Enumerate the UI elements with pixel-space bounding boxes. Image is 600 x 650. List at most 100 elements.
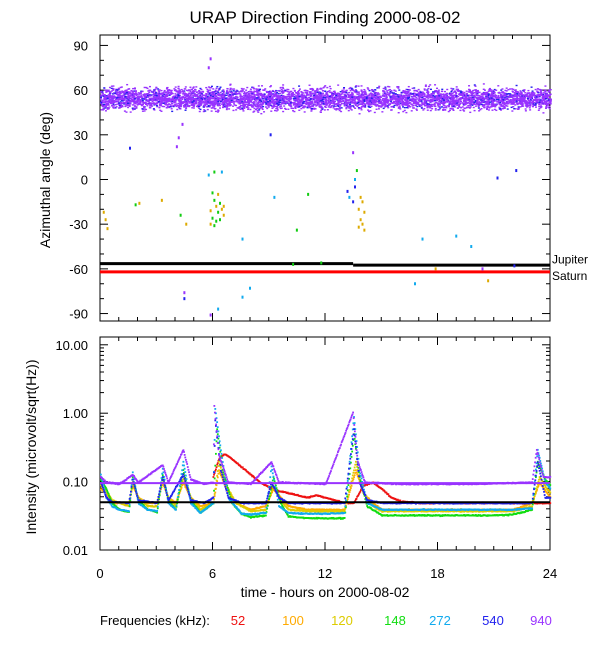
data-point — [141, 110, 144, 112]
data-point — [161, 94, 164, 96]
data-point — [276, 109, 279, 111]
data-point — [239, 90, 242, 93]
data-point — [165, 102, 168, 104]
y-tick-label: -60 — [69, 262, 88, 277]
data-point — [538, 98, 541, 100]
data-point — [259, 88, 262, 91]
data-point — [300, 93, 303, 96]
data-point — [252, 102, 255, 104]
data-point — [116, 103, 119, 105]
data-point — [320, 98, 323, 100]
data-point — [118, 107, 121, 109]
data-point — [431, 105, 434, 108]
data-point — [195, 99, 198, 102]
data-point — [346, 103, 349, 106]
data-point — [235, 93, 238, 96]
data-point — [313, 93, 316, 95]
data-point — [289, 98, 292, 101]
data-point — [126, 102, 129, 104]
data-point — [222, 94, 225, 97]
data-point — [200, 91, 203, 93]
data-point — [495, 89, 498, 91]
data-point — [215, 87, 218, 90]
data-point — [250, 105, 253, 108]
data-point — [212, 100, 215, 103]
data-point — [142, 93, 145, 96]
data-point — [257, 111, 260, 113]
data-point — [179, 108, 182, 110]
data-point — [471, 91, 474, 93]
data-point — [521, 94, 524, 96]
data-point — [505, 102, 508, 104]
data-point — [238, 99, 241, 102]
data-point — [428, 100, 431, 102]
data-point — [432, 94, 435, 97]
data-point — [311, 101, 314, 104]
data-point — [475, 96, 478, 99]
data-point — [112, 92, 115, 94]
data-point — [542, 99, 545, 102]
data-point — [128, 95, 131, 97]
data-point — [549, 103, 552, 105]
data-point — [506, 108, 509, 110]
data-point — [501, 88, 504, 90]
data-point — [447, 105, 450, 108]
data-point — [539, 106, 542, 109]
data-point — [241, 108, 244, 110]
data-point — [452, 91, 455, 93]
data-point — [150, 102, 153, 104]
data-point — [225, 108, 228, 111]
data-point — [354, 91, 357, 93]
data-point — [147, 90, 150, 92]
data-point — [210, 97, 213, 100]
data-point — [446, 88, 449, 91]
data-point — [243, 92, 246, 94]
data-point — [117, 97, 120, 99]
data-point — [450, 92, 453, 94]
data-point — [275, 101, 278, 104]
data-point — [386, 102, 389, 104]
data-point — [473, 89, 476, 91]
data-point — [140, 104, 143, 107]
data-point — [207, 101, 210, 103]
data-point — [282, 110, 285, 113]
data-point — [134, 92, 137, 95]
data-point — [304, 98, 307, 101]
data-point — [329, 106, 332, 108]
data-point — [183, 93, 186, 96]
data-point — [198, 103, 201, 105]
data-point — [497, 98, 500, 101]
data-point — [545, 101, 548, 103]
data-point — [127, 94, 130, 96]
data-point — [316, 95, 319, 97]
data-point — [473, 95, 476, 98]
data-point — [257, 105, 260, 108]
data-point — [415, 93, 418, 95]
data-point — [348, 107, 351, 109]
data-point — [434, 84, 437, 86]
data-point — [527, 89, 530, 92]
data-point — [210, 91, 213, 93]
data-point — [418, 103, 421, 106]
data-point — [101, 105, 104, 107]
data-point — [100, 101, 103, 104]
data-point — [295, 96, 298, 98]
data-point — [493, 92, 496, 94]
data-point — [376, 93, 379, 96]
data-point — [163, 93, 166, 96]
data-point — [202, 100, 205, 102]
data-point — [208, 98, 211, 101]
data-point — [408, 104, 411, 107]
data-point — [200, 95, 203, 98]
data-point — [412, 99, 415, 101]
data-point — [500, 89, 503, 91]
data-point — [100, 96, 103, 98]
data-point — [377, 96, 380, 98]
data-point — [148, 85, 151, 88]
y-tick-label: 90 — [74, 38, 88, 53]
data-point — [451, 105, 454, 108]
data-point — [289, 90, 292, 93]
data-point — [212, 102, 215, 104]
data-point — [495, 94, 498, 97]
data-point — [194, 102, 197, 105]
